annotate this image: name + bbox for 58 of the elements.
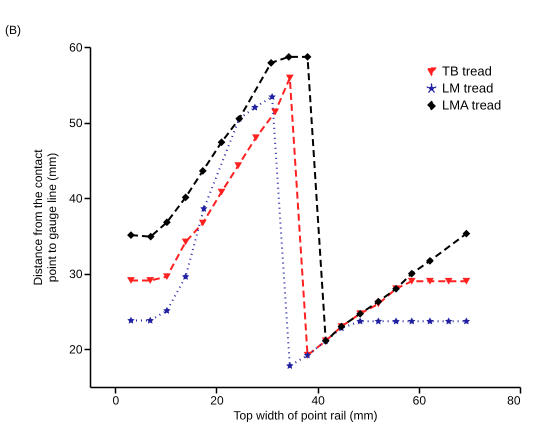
- point: [127, 277, 135, 284]
- point: [408, 317, 416, 324]
- point: [426, 256, 434, 265]
- point: [286, 362, 294, 369]
- point: [218, 138, 226, 146]
- y-tick-label: 20: [69, 342, 83, 357]
- point: [374, 298, 382, 306]
- point: [182, 272, 190, 280]
- point: [408, 270, 416, 278]
- point: [218, 188, 226, 196]
- point: [182, 238, 190, 246]
- point: [127, 316, 135, 324]
- point: [408, 278, 416, 285]
- legend-label: LMA tread: [442, 98, 502, 112]
- point: [198, 220, 207, 226]
- point: [146, 316, 154, 324]
- point: [198, 167, 207, 175]
- point: [304, 52, 312, 61]
- point: [356, 317, 364, 324]
- x-tick-label: 80: [507, 394, 521, 408]
- y-tick-label: 60: [69, 40, 83, 54]
- point: [127, 231, 135, 240]
- point: [267, 58, 275, 67]
- y-tick-label: 50: [69, 116, 83, 130]
- point: [163, 306, 171, 314]
- point: [286, 74, 294, 82]
- point: [444, 278, 453, 285]
- point: [271, 108, 280, 116]
- point: [251, 104, 259, 111]
- point: [182, 193, 190, 202]
- y-tick-label: 40: [69, 192, 83, 206]
- point: [426, 317, 434, 324]
- y-axis-title: Distance from the contact point to gauge line (mm): [31, 148, 60, 286]
- point: [462, 317, 470, 324]
- point: [146, 232, 155, 241]
- point: [234, 162, 242, 169]
- point: [462, 278, 470, 285]
- point: [163, 218, 171, 226]
- x-tick-label: 60: [412, 394, 426, 408]
- point: [392, 317, 400, 324]
- x-axis-title: Top width of point rail (mm): [233, 408, 378, 422]
- x-tick-label: 0: [112, 394, 120, 408]
- point: [163, 273, 171, 280]
- point: [426, 278, 434, 285]
- point: [284, 52, 293, 61]
- point: [252, 134, 260, 142]
- x-tick-label: 20: [210, 394, 224, 408]
- y-tick-label: 30: [69, 267, 83, 282]
- point: [268, 92, 276, 100]
- point: [444, 317, 452, 324]
- text: (B): [5, 23, 21, 37]
- point: [146, 277, 154, 284]
- legend-label: TB tread: [442, 64, 492, 78]
- legend-label: LM tread: [442, 80, 494, 96]
- point: [200, 204, 208, 212]
- point: [462, 230, 470, 238]
- point: [374, 317, 382, 324]
- x-tick-label: 40: [311, 394, 326, 408]
